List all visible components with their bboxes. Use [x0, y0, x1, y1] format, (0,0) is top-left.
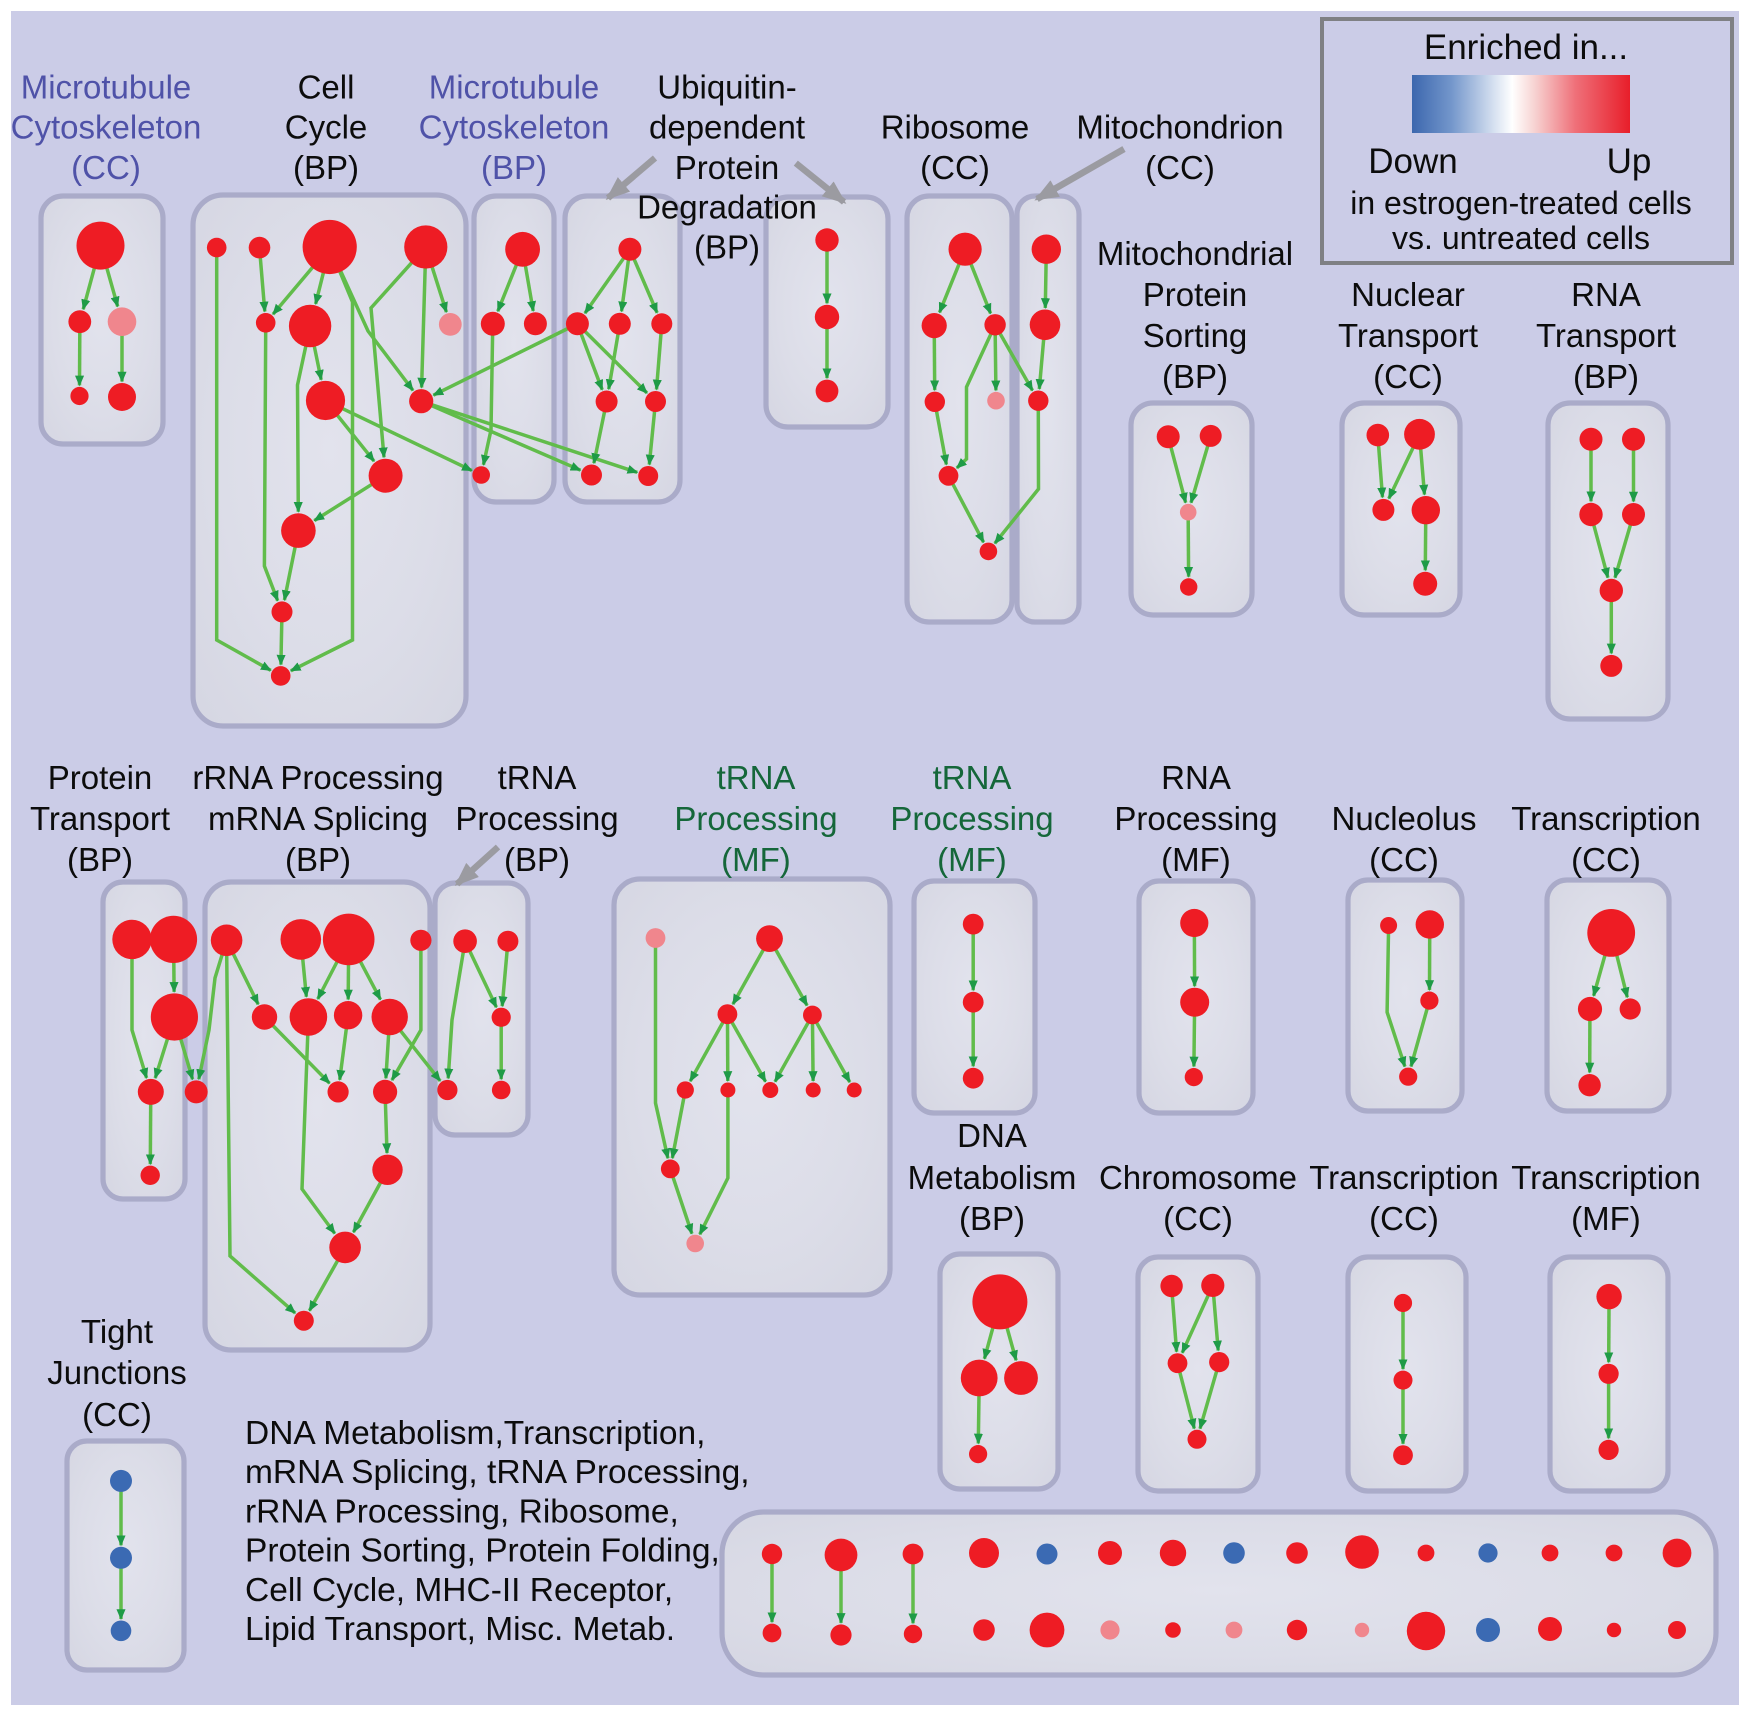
svg-text:DNA Metabolism,Transcription,: DNA Metabolism,Transcription,	[245, 1415, 705, 1452]
svg-text:(MF): (MF)	[721, 841, 791, 878]
svg-text:(BP): (BP)	[1162, 358, 1228, 395]
svg-text:vs. untreated cells: vs. untreated cells	[1392, 220, 1650, 256]
svg-text:tRNA: tRNA	[498, 759, 577, 796]
svg-text:Transport: Transport	[1536, 317, 1676, 354]
svg-text:Transcription: Transcription	[1511, 800, 1701, 837]
svg-text:Cytoskeleton: Cytoskeleton	[419, 109, 610, 146]
svg-text:Down: Down	[1368, 142, 1457, 181]
svg-text:(BP): (BP)	[959, 1200, 1025, 1237]
svg-text:(CC): (CC)	[1571, 841, 1641, 878]
svg-text:mRNA Splicing: mRNA Splicing	[208, 800, 428, 837]
svg-text:Transcription: Transcription	[1511, 1159, 1701, 1196]
svg-text:(CC): (CC)	[1369, 1200, 1439, 1237]
svg-text:(CC): (CC)	[82, 1396, 152, 1433]
svg-text:Junctions: Junctions	[47, 1354, 186, 1391]
svg-text:(CC): (CC)	[920, 149, 990, 186]
svg-text:RNA: RNA	[1571, 276, 1641, 313]
svg-text:Protein: Protein	[48, 759, 153, 796]
svg-text:(MF): (MF)	[1571, 1200, 1641, 1237]
svg-text:Processing: Processing	[455, 800, 618, 837]
svg-text:(BP): (BP)	[694, 229, 760, 266]
svg-text:Cell: Cell	[298, 69, 355, 106]
svg-text:rRNA Processing, Ribosome,: rRNA Processing, Ribosome,	[245, 1493, 679, 1530]
svg-text:Up: Up	[1607, 142, 1652, 181]
svg-text:(CC): (CC)	[1373, 358, 1443, 395]
svg-text:(BP): (BP)	[285, 841, 351, 878]
svg-text:(CC): (CC)	[1163, 1200, 1233, 1237]
svg-text:Cell Cycle, MHC-II Receptor,: Cell Cycle, MHC-II Receptor,	[245, 1572, 673, 1609]
svg-text:(BP): (BP)	[1573, 358, 1639, 395]
svg-text:rRNA Processing: rRNA Processing	[192, 759, 443, 796]
svg-text:DNA: DNA	[957, 1117, 1027, 1154]
svg-text:Protein Sorting, Protein Foldi: Protein Sorting, Protein Folding,	[245, 1533, 720, 1570]
svg-text:Tight: Tight	[81, 1313, 153, 1350]
svg-text:(MF): (MF)	[1161, 841, 1231, 878]
svg-text:(MF): (MF)	[937, 841, 1007, 878]
svg-text:Cytoskeleton: Cytoskeleton	[11, 109, 202, 146]
svg-text:Transcription: Transcription	[1309, 1159, 1499, 1196]
svg-text:Lipid Transport, Misc. Metab.: Lipid Transport, Misc. Metab.	[245, 1611, 675, 1648]
svg-text:Processing: Processing	[890, 800, 1053, 837]
svg-text:(BP): (BP)	[504, 841, 570, 878]
svg-text:Enriched in...: Enriched in...	[1424, 28, 1628, 67]
svg-text:Protein: Protein	[1143, 276, 1248, 313]
svg-text:(BP): (BP)	[481, 149, 547, 186]
svg-text:Mitochondrial: Mitochondrial	[1097, 235, 1293, 272]
svg-text:Metabolism: Metabolism	[908, 1159, 1077, 1196]
svg-text:Microtubule: Microtubule	[21, 69, 192, 106]
svg-text:Sorting: Sorting	[1143, 317, 1248, 354]
svg-text:Transport: Transport	[1338, 317, 1478, 354]
svg-text:in estrogen-treated cells: in estrogen-treated cells	[1350, 185, 1692, 221]
svg-text:(CC): (CC)	[1145, 149, 1215, 186]
svg-text:tRNA: tRNA	[933, 759, 1012, 796]
svg-text:mRNA Splicing, tRNA Processing: mRNA Splicing, tRNA Processing,	[245, 1454, 750, 1491]
svg-text:Nuclear: Nuclear	[1351, 276, 1465, 313]
svg-text:(BP): (BP)	[293, 149, 359, 186]
svg-text:Microtubule: Microtubule	[429, 69, 600, 106]
svg-text:Processing: Processing	[1114, 800, 1277, 837]
svg-text:Ubiquitin-: Ubiquitin-	[657, 69, 796, 106]
svg-text:Chromosome: Chromosome	[1099, 1159, 1297, 1196]
svg-text:Processing: Processing	[674, 800, 837, 837]
svg-text:dependent: dependent	[649, 109, 805, 146]
svg-text:Cycle: Cycle	[285, 109, 368, 146]
svg-text:Ribosome: Ribosome	[881, 109, 1030, 146]
svg-text:RNA: RNA	[1161, 759, 1231, 796]
svg-text:Transport: Transport	[30, 800, 170, 837]
svg-text:Protein: Protein	[675, 149, 780, 186]
svg-text:Nucleolus: Nucleolus	[1332, 800, 1477, 837]
svg-text:(CC): (CC)	[71, 149, 141, 186]
svg-text:tRNA: tRNA	[717, 759, 796, 796]
svg-text:(CC): (CC)	[1369, 841, 1439, 878]
svg-text:(BP): (BP)	[67, 841, 133, 878]
svg-text:Degradation: Degradation	[637, 189, 817, 226]
svg-text:Mitochondrion: Mitochondrion	[1076, 109, 1283, 146]
